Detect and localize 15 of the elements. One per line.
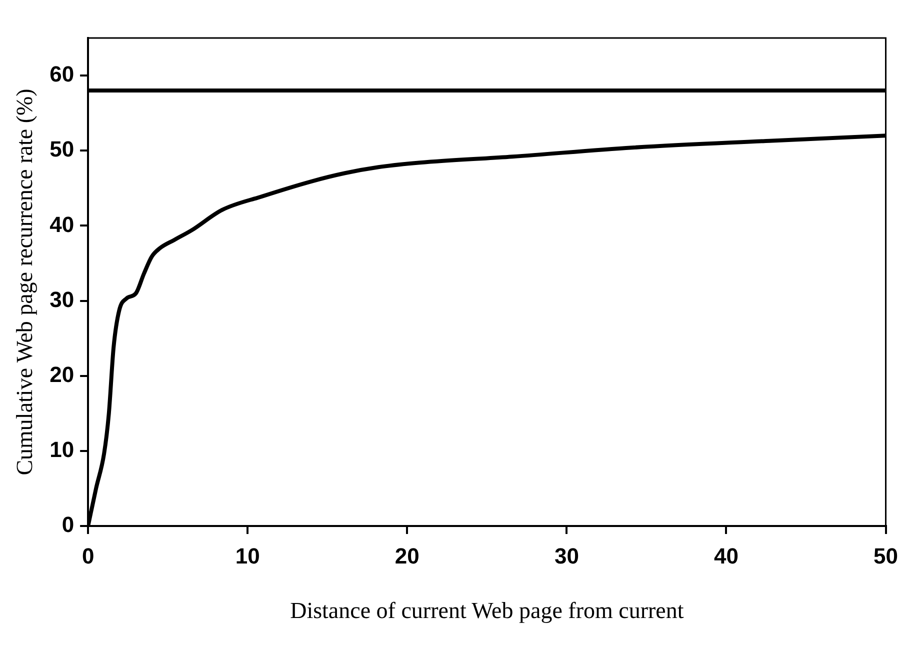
x-axis-title: Distance of current Web page from current xyxy=(290,598,684,624)
x-tick-label: 20 xyxy=(394,543,420,568)
y-tick-label: 40 xyxy=(50,212,74,237)
y-axis-title: Cumulative Web page recurrence rate (%) xyxy=(12,88,37,476)
y-tick-label: 10 xyxy=(50,436,74,462)
x-tick-label: 50 xyxy=(874,543,898,568)
x-tick-label: 10 xyxy=(235,543,260,568)
y-tick-label: 0 xyxy=(62,512,74,538)
y-tick-label: 20 xyxy=(50,362,74,387)
y-tick-label: 60 xyxy=(50,62,74,87)
x-tick-label: 0 xyxy=(82,543,94,568)
y-tick-label: 30 xyxy=(50,286,74,312)
x-tick-label: 30 xyxy=(554,543,579,568)
y-tick-label: 50 xyxy=(50,136,74,162)
x-tick-label: 40 xyxy=(714,543,738,568)
